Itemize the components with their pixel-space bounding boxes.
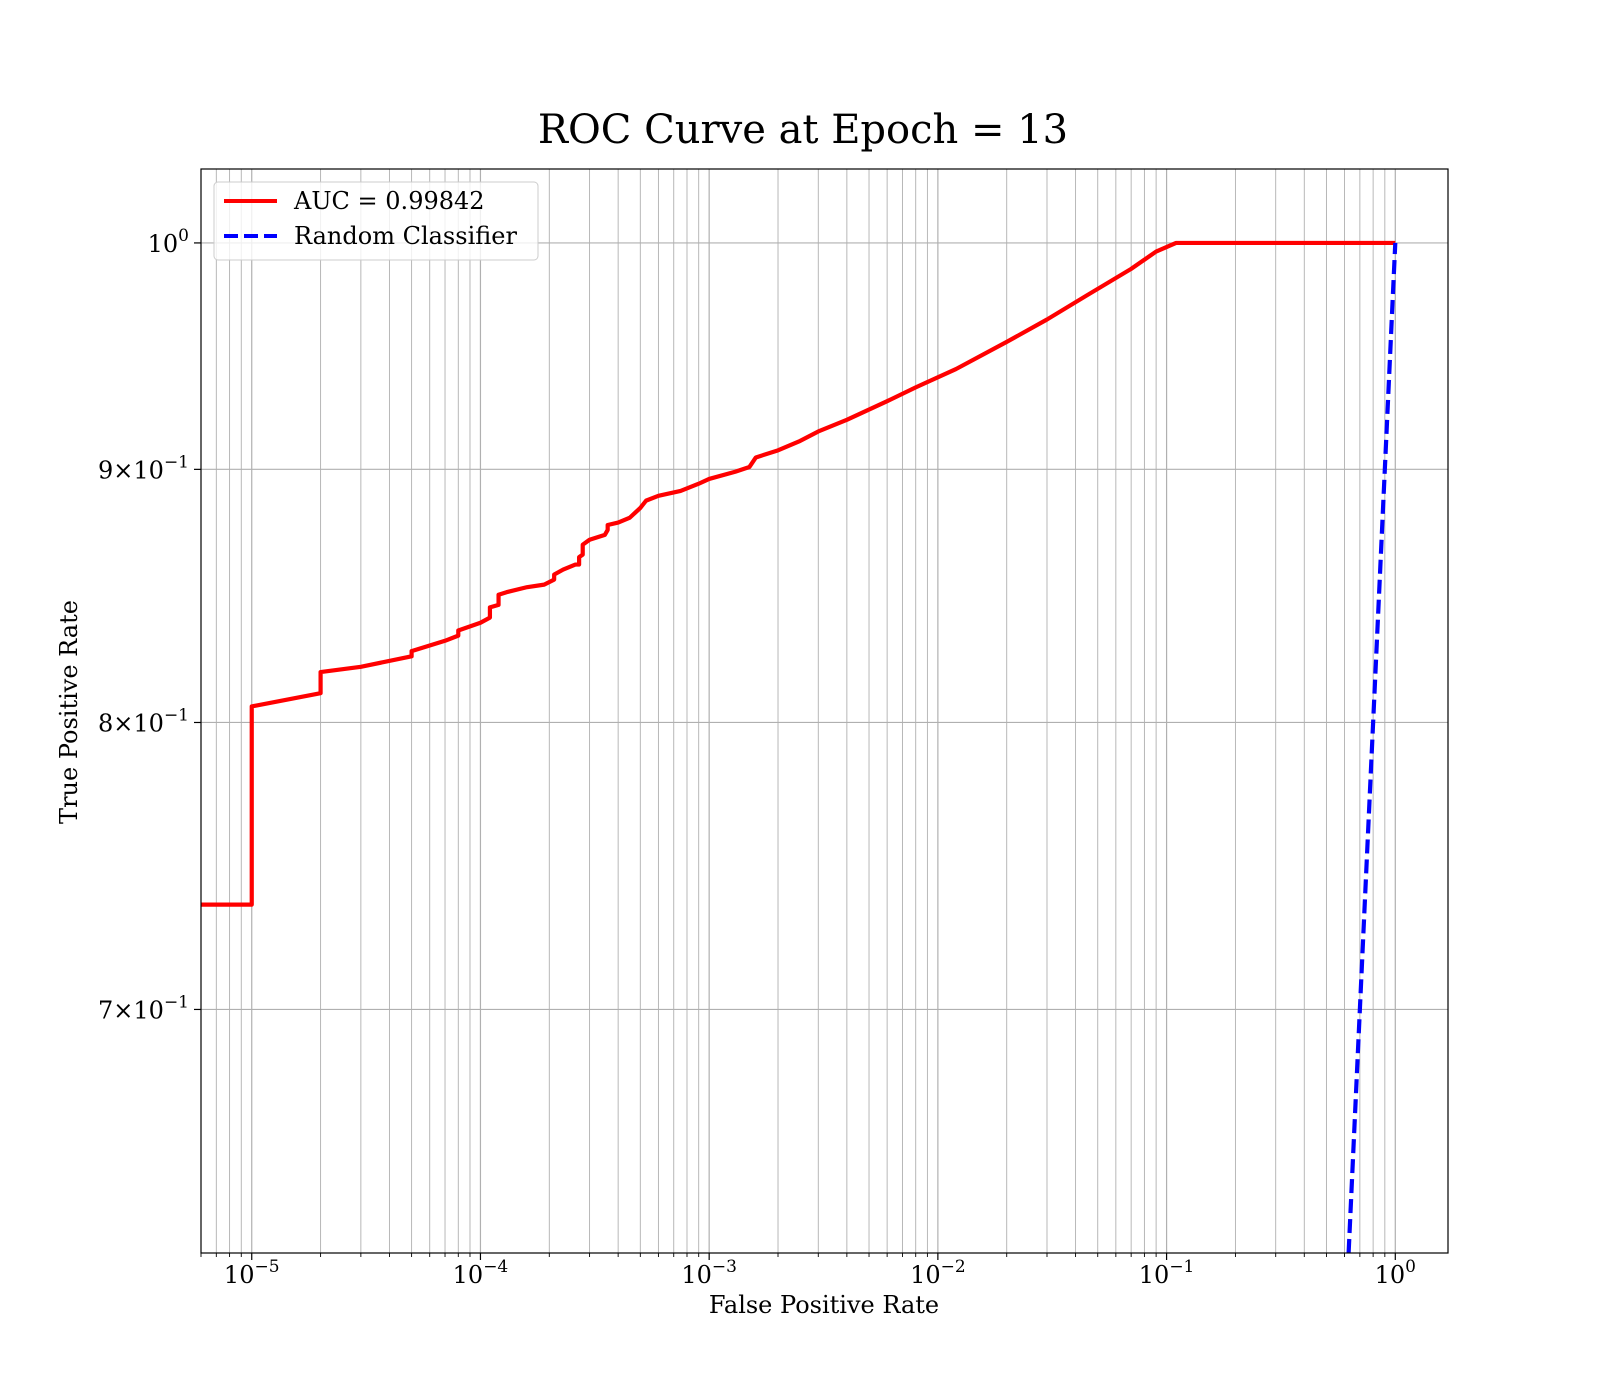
x-tick-label: 10−2 — [910, 1257, 966, 1289]
y-tick-label: 100 — [148, 226, 189, 258]
legend-label-random-classifier: Random Classifier — [294, 222, 517, 250]
x-axis-ticks: 10−5 10−4 10−3 10−2 10−1 100 — [200, 1253, 1416, 1289]
x-axis-label: False Positive Rate — [709, 1291, 939, 1319]
legend-box — [213, 181, 539, 261]
roc-curve-line — [201, 240, 1396, 907]
y-tick-label: 7×10−1 — [98, 992, 189, 1024]
chart-title: ROC Curve at Epoch = 13 — [538, 107, 1068, 153]
y-tick-label: 9×10−1 — [98, 452, 189, 484]
grid-minor — [200, 169, 1386, 1253]
y-tick-label: 8×10−1 — [98, 705, 189, 737]
plot-frame — [200, 168, 1449, 1254]
series-layer — [201, 240, 1398, 1253]
y-axis-ticks: 100 9×10−1 8×10−1 7×10−1 — [98, 226, 201, 1024]
x-tick-label: 10−3 — [681, 1257, 737, 1289]
legend: AUC = 0.99842 Random Classifier — [213, 181, 539, 261]
x-tick-label: 100 — [1375, 1257, 1416, 1289]
x-tick-label: 10−1 — [1139, 1257, 1195, 1289]
random-classifier-line — [1346, 242, 1398, 1253]
y-axis-label: True Positive Rate — [55, 600, 83, 824]
x-tick-label: 10−5 — [224, 1257, 280, 1289]
legend-label-auc: AUC = 0.99842 — [293, 187, 485, 215]
x-tick-label: 10−4 — [453, 1257, 509, 1289]
